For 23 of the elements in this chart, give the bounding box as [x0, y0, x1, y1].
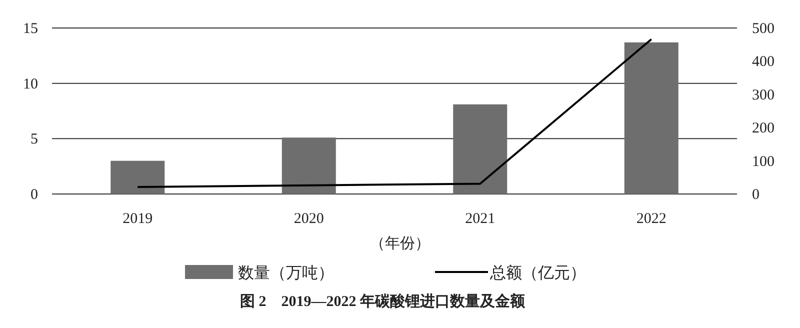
x-tick-label: 2022	[636, 211, 666, 227]
x-tick-label: 2020	[294, 211, 324, 227]
y-tick-label: 0	[30, 187, 38, 203]
text: 图 2 2019—2022 年碳酸锂进口数量及金额	[240, 292, 526, 310]
y-tick-label: 15	[23, 21, 38, 37]
y2-tick-label: 0	[752, 187, 760, 203]
bar	[110, 160, 165, 194]
line-series	[136, 38, 652, 188]
legend-label: 总额（亿元）	[489, 264, 586, 282]
y2-tick-label: 100	[752, 154, 774, 170]
bar	[282, 138, 336, 194]
x-tick-label: 2019	[122, 211, 153, 227]
y2-tick-label: 400	[752, 54, 774, 70]
legend-label: 数量（万吨）	[238, 264, 334, 282]
y-tick-label: 5	[30, 132, 38, 148]
y2-tick-label: 200	[752, 120, 774, 137]
x-axis-title: （年份）	[370, 235, 430, 252]
y2-tick-label: 300	[752, 87, 774, 104]
y2-tick-label: 500	[752, 21, 774, 37]
y-tick-label: 10	[23, 76, 38, 92]
x-tick-label: 2021	[465, 211, 496, 227]
bar	[624, 42, 678, 194]
bar	[453, 104, 508, 194]
